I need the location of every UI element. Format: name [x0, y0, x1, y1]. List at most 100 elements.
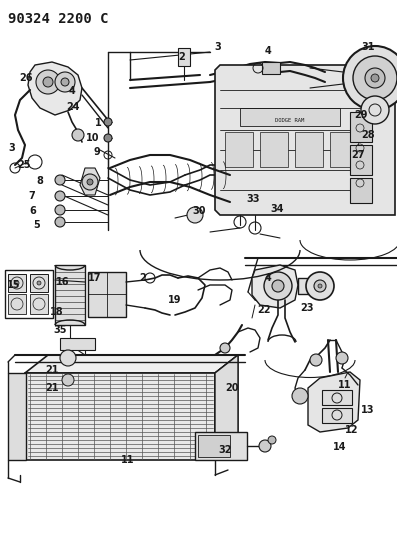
Polygon shape: [25, 373, 215, 460]
Text: 4: 4: [265, 273, 272, 283]
Text: 17: 17: [88, 273, 102, 283]
Bar: [330, 132, 358, 167]
Polygon shape: [215, 355, 238, 460]
Circle shape: [336, 352, 348, 364]
Bar: [260, 132, 288, 167]
Text: 11: 11: [121, 455, 135, 465]
Text: 20: 20: [225, 383, 239, 393]
Text: 11: 11: [338, 380, 352, 390]
Circle shape: [187, 207, 203, 223]
Bar: [240, 108, 340, 126]
Bar: [350, 112, 372, 142]
Circle shape: [264, 272, 292, 300]
Text: 35: 35: [53, 325, 67, 335]
Circle shape: [72, 129, 84, 141]
Text: 21: 21: [45, 365, 59, 375]
Bar: [198, 435, 230, 457]
Text: 30: 30: [192, 206, 206, 216]
Circle shape: [43, 77, 53, 87]
Circle shape: [314, 280, 326, 292]
Bar: [322, 408, 352, 423]
Polygon shape: [252, 265, 298, 308]
Circle shape: [104, 134, 112, 142]
Bar: [262, 62, 280, 74]
Bar: [195, 432, 247, 460]
Circle shape: [87, 179, 93, 185]
Circle shape: [36, 70, 60, 94]
Bar: [322, 390, 352, 405]
Text: 27: 27: [351, 150, 365, 160]
Text: 28: 28: [361, 130, 375, 140]
Polygon shape: [80, 168, 100, 195]
Bar: [8, 373, 26, 460]
Bar: [350, 178, 372, 203]
Bar: [5, 270, 53, 318]
Circle shape: [37, 281, 41, 285]
Bar: [178, 48, 190, 66]
Circle shape: [318, 284, 322, 288]
Text: 7: 7: [29, 191, 35, 201]
Text: 13: 13: [361, 405, 375, 415]
Text: 32: 32: [218, 445, 232, 455]
Circle shape: [371, 74, 379, 82]
Polygon shape: [308, 372, 360, 432]
Circle shape: [55, 175, 65, 185]
Circle shape: [55, 72, 75, 92]
Text: 25: 25: [17, 160, 31, 170]
Circle shape: [61, 78, 69, 86]
Text: 24: 24: [66, 102, 80, 112]
Text: 6: 6: [30, 206, 37, 216]
Bar: [55, 265, 85, 325]
Bar: [30, 294, 48, 314]
Bar: [295, 132, 323, 167]
Circle shape: [55, 217, 65, 227]
Text: 1: 1: [94, 118, 101, 128]
Text: 12: 12: [345, 425, 359, 435]
Text: 4: 4: [69, 86, 75, 96]
Polygon shape: [215, 65, 395, 215]
Circle shape: [343, 46, 397, 110]
Polygon shape: [28, 62, 82, 115]
Circle shape: [55, 191, 65, 201]
Bar: [8, 274, 26, 292]
Text: 21: 21: [45, 383, 59, 393]
Text: 2: 2: [140, 273, 146, 283]
Text: 14: 14: [333, 442, 347, 452]
Text: 15: 15: [7, 280, 21, 290]
Bar: [350, 145, 372, 175]
Circle shape: [361, 96, 389, 124]
Polygon shape: [215, 355, 238, 460]
Text: 33: 33: [246, 194, 260, 204]
Circle shape: [15, 281, 19, 285]
Circle shape: [292, 388, 308, 404]
Text: 16: 16: [56, 277, 70, 287]
Circle shape: [220, 343, 230, 353]
Circle shape: [306, 272, 334, 300]
Circle shape: [365, 68, 385, 88]
Text: 34: 34: [270, 204, 284, 214]
Circle shape: [268, 436, 276, 444]
Bar: [8, 294, 26, 314]
Text: 19: 19: [168, 295, 182, 305]
Text: 18: 18: [50, 307, 64, 317]
Bar: [298, 278, 320, 294]
Text: 9: 9: [94, 147, 100, 157]
Circle shape: [310, 354, 322, 366]
Text: 8: 8: [37, 176, 43, 186]
Circle shape: [55, 205, 65, 215]
Circle shape: [353, 56, 397, 100]
Bar: [225, 132, 253, 167]
Text: 26: 26: [19, 73, 33, 83]
Text: 31: 31: [361, 42, 375, 52]
Bar: [88, 272, 126, 317]
Text: 22: 22: [257, 305, 271, 315]
Circle shape: [82, 174, 98, 190]
Text: 5: 5: [34, 220, 40, 230]
Circle shape: [272, 280, 284, 292]
Text: 2: 2: [179, 52, 185, 62]
Text: DODGE RAM: DODGE RAM: [276, 117, 304, 123]
Text: 3: 3: [215, 42, 222, 52]
Text: 10: 10: [86, 133, 100, 143]
Bar: [60, 338, 95, 350]
Text: 23: 23: [300, 303, 314, 313]
